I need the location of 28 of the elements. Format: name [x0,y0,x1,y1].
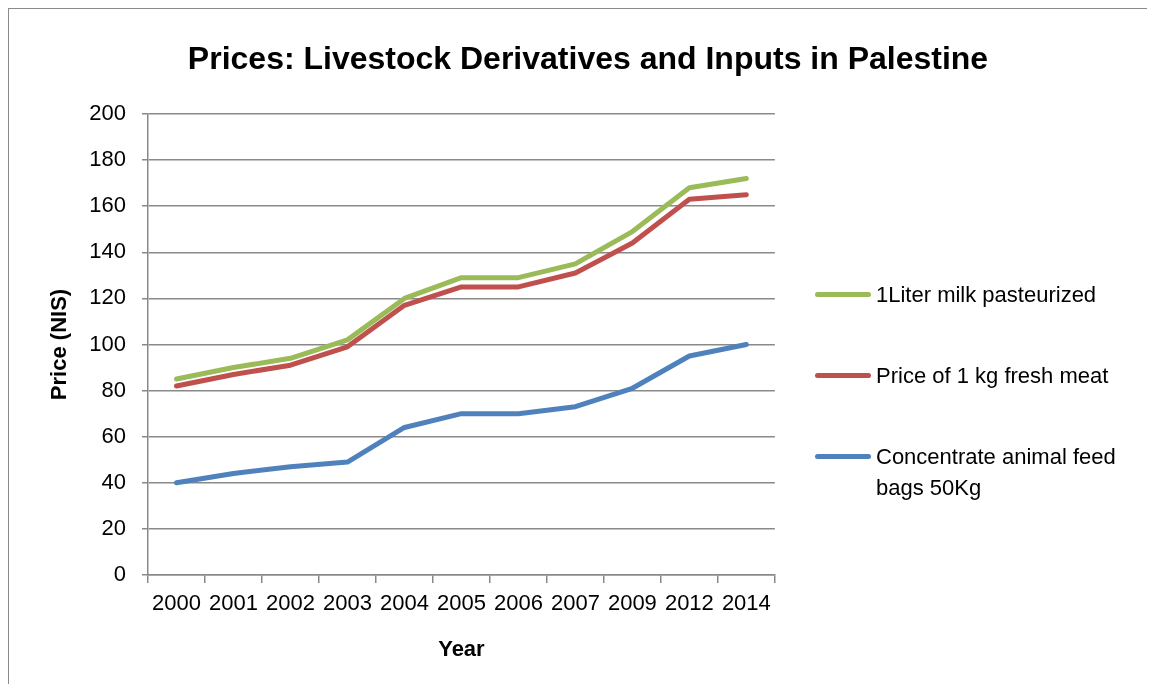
y-tick-label: 0 [113,561,126,587]
y-tick-label: 200 [89,100,126,126]
y-tick-label: 20 [101,514,126,540]
chart-title: Prices: Livestock Derivatives and Inputs in Palestine [186,39,990,77]
x-tick-label: 2001 [209,590,258,616]
x-tick-label: 2012 [664,590,714,616]
x-tick-label: 2007 [550,590,600,616]
y-tick-label: 160 [89,192,126,218]
y-tick-label: 180 [89,146,126,172]
x-axis-title: Year [438,635,486,661]
y-tick-label: 80 [101,376,126,402]
x-tick-label: 2004 [379,590,429,616]
x-tick-label: 2005 [436,590,486,616]
legend-label: Price of 1 kg fresh meat [876,362,1110,390]
legend-label: 1Liter milk pasteurized [876,281,1098,309]
x-tick-label: 2006 [493,590,543,616]
x-tick-label: 2003 [322,590,372,616]
y-tick-label: 120 [89,284,126,310]
x-tick-label: 2000 [152,590,201,616]
y-axis-title: Price (NIS) [46,288,72,401]
x-tick-label: 2014 [721,590,771,616]
y-tick-label: 140 [89,238,126,264]
x-tick-label: 2009 [607,590,657,616]
legend-label: Concentrate animal feed bags 50Kg [876,443,1117,502]
y-tick-label: 100 [89,330,126,356]
x-tick-label: 2002 [265,590,315,616]
y-tick-label: 40 [101,468,126,494]
y-tick-label: 60 [101,422,126,448]
